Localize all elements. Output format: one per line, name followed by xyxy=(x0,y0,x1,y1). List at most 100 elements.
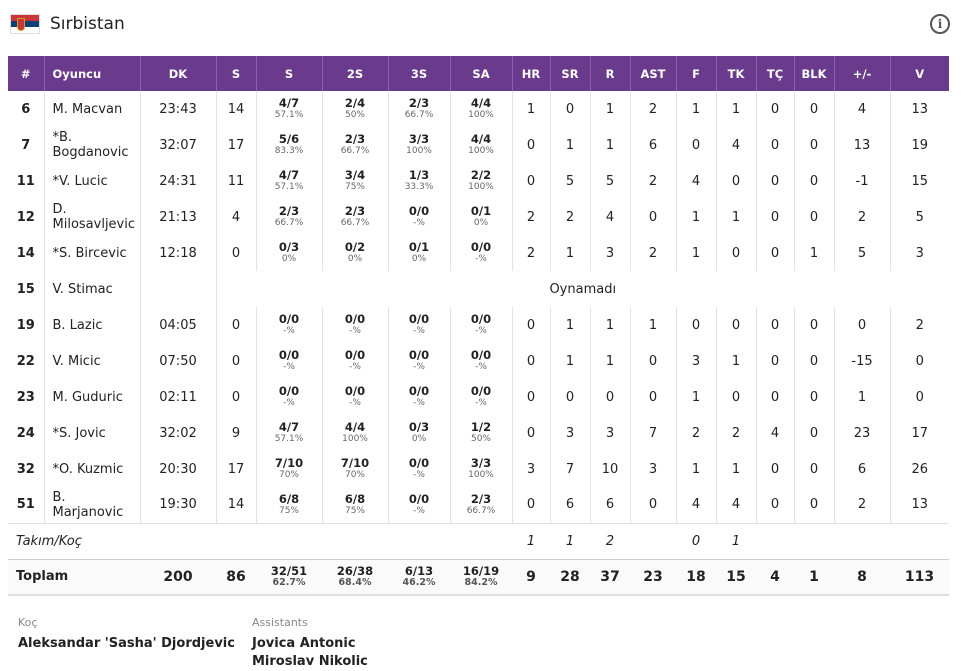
shot-made-attempted: 0/0 xyxy=(408,491,430,506)
shot-made-attempted: 0/0 xyxy=(408,456,430,471)
shot-percentage: -% xyxy=(283,361,295,372)
minutes-cell: 32:07 xyxy=(139,127,216,163)
shot-percentage: -% xyxy=(413,397,425,408)
minutes-cell: 23:43 xyxy=(139,91,216,127)
minutes-cell: 07:50 xyxy=(139,343,216,379)
stat-cell: 28 xyxy=(550,558,590,596)
shooting-cell: 3/3 100% xyxy=(449,451,512,487)
column-header[interactable]: AST xyxy=(629,56,676,91)
stat-cell: 200 xyxy=(140,558,216,596)
shot-percentage: -% xyxy=(413,361,425,372)
empty-cell xyxy=(139,271,216,307)
player-name: *S. Jovic xyxy=(43,415,140,451)
column-header[interactable]: HR xyxy=(511,56,550,91)
shot-percentage: 75% xyxy=(278,505,299,516)
column-header[interactable]: S xyxy=(215,56,256,91)
shot-percentage: 100% xyxy=(468,145,494,156)
stat-cell: 0 xyxy=(715,235,756,271)
shot-percentage: 75% xyxy=(344,181,365,192)
player-name: V. Micic xyxy=(43,343,140,379)
shooting-cell: 0/0 -% xyxy=(387,451,450,487)
player-number: 12 xyxy=(16,209,35,225)
column-header[interactable]: SA xyxy=(449,56,512,91)
info-icon[interactable]: i xyxy=(930,14,950,34)
column-header[interactable]: 3S xyxy=(387,56,450,91)
shooting-cell: 0/0 -% xyxy=(449,235,512,271)
column-header[interactable]: V xyxy=(889,56,949,91)
column-header[interactable]: F xyxy=(675,56,716,91)
column-header[interactable]: +/- xyxy=(833,56,890,91)
stat-cell: 1 xyxy=(715,91,756,127)
table-row: 23 M. Guduric 02:11 0 0/0 -% 0/0 -% 0/0 -% 0/0 -% 0 0… xyxy=(8,379,949,415)
shot-made-attempted: 0/0 xyxy=(408,384,430,399)
column-header[interactable]: 2S xyxy=(321,56,388,91)
empty-cell xyxy=(756,522,794,559)
column-header[interactable]: TÇ xyxy=(755,56,794,91)
shot-made-attempted: 0/3 xyxy=(278,240,300,255)
column-header[interactable]: R xyxy=(589,56,630,91)
stat-cell: 7 xyxy=(629,415,676,451)
assistant-coaches: Assistants Jovica Antonic Miroslav Nikol… xyxy=(252,616,368,671)
column-header[interactable]: BLK xyxy=(793,56,834,91)
shot-made-attempted: 32/51 xyxy=(270,563,308,578)
points-cell: 14 xyxy=(215,91,256,127)
column-header[interactable]: DK xyxy=(139,56,216,91)
shooting-cell: 3/3 100% xyxy=(387,127,450,163)
empty-cell xyxy=(890,522,949,559)
stat-cell: 5 xyxy=(549,163,590,199)
shot-made-attempted: 3/4 xyxy=(344,168,366,183)
stat-cell: 1 xyxy=(589,127,630,163)
table-row: 15 V. Stimac Oynamadı xyxy=(8,271,949,307)
stat-cell: 0 xyxy=(889,379,949,415)
minutes-cell: 12:18 xyxy=(139,235,216,271)
shot-made-attempted: 0/0 xyxy=(408,204,430,219)
table-row: 12 D. Milosavljevic 21:13 4 2/3 66.7% 2/3 66.7%… xyxy=(8,199,949,235)
shot-percentage: 75% xyxy=(344,505,365,516)
shooting-cell: 3/4 75% xyxy=(321,163,388,199)
stat-cell: 0 xyxy=(755,379,794,415)
stat-cell: 13 xyxy=(833,127,890,163)
stat-cell: 2 xyxy=(833,199,890,235)
shooting-cell: 26/38 68.4% xyxy=(322,558,388,596)
stat-cell: 23 xyxy=(833,415,890,451)
stat-cell: 0 xyxy=(889,343,949,379)
stat-cell: 3 xyxy=(511,451,550,487)
player-number: 24 xyxy=(16,425,35,441)
column-header[interactable]: Oyuncu xyxy=(43,56,140,91)
stat-cell: 0 xyxy=(511,487,550,523)
player-number: 14 xyxy=(16,245,35,261)
player-name: B. Lazic xyxy=(43,307,140,343)
player-name: *V. Lucic xyxy=(43,163,140,199)
player-name: M. Macvan xyxy=(43,91,140,127)
stat-cell: 0 xyxy=(511,415,550,451)
empty-cell xyxy=(216,522,256,559)
shooting-cell: 0/1 0% xyxy=(449,199,512,235)
shot-percentage: 66.7% xyxy=(340,217,370,228)
stat-cell: 0 xyxy=(511,307,550,343)
shot-percentage: -% xyxy=(413,325,425,336)
shooting-cell: 2/3 66.7% xyxy=(387,91,450,127)
stat-cell: 1 xyxy=(629,307,676,343)
shot-made-attempted: 0/0 xyxy=(470,384,492,399)
shot-percentage: 84.2% xyxy=(464,577,498,589)
shot-made-attempted: 1/2 xyxy=(470,420,492,435)
stat-cell: 0 xyxy=(549,379,590,415)
stat-cell: 1 xyxy=(715,343,756,379)
column-header[interactable]: # xyxy=(8,56,44,91)
column-header[interactable]: TK xyxy=(715,56,756,91)
stat-cell: 6 xyxy=(833,451,890,487)
shot-made-attempted: 4/7 xyxy=(278,168,300,183)
stat-cell: 2 xyxy=(629,91,676,127)
column-header[interactable]: SR xyxy=(549,56,590,91)
stat-cell: 0 xyxy=(675,307,716,343)
shot-made-attempted: 3/3 xyxy=(408,132,430,147)
stat-cell: 4 xyxy=(715,487,756,523)
table-row: 24 *S. Jovic 32:02 9 4/7 57.1% 4/4 100% 0/3 0% 1/2… xyxy=(8,415,949,451)
stat-cell: 0 xyxy=(755,343,794,379)
shooting-cell: 0/0 -% xyxy=(387,487,450,523)
column-header[interactable]: S xyxy=(255,56,322,91)
minutes-cell: 21:13 xyxy=(139,199,216,235)
minutes-cell: 02:11 xyxy=(139,379,216,415)
shot-made-attempted: 0/0 xyxy=(344,348,366,363)
points-cell: 17 xyxy=(215,127,256,163)
